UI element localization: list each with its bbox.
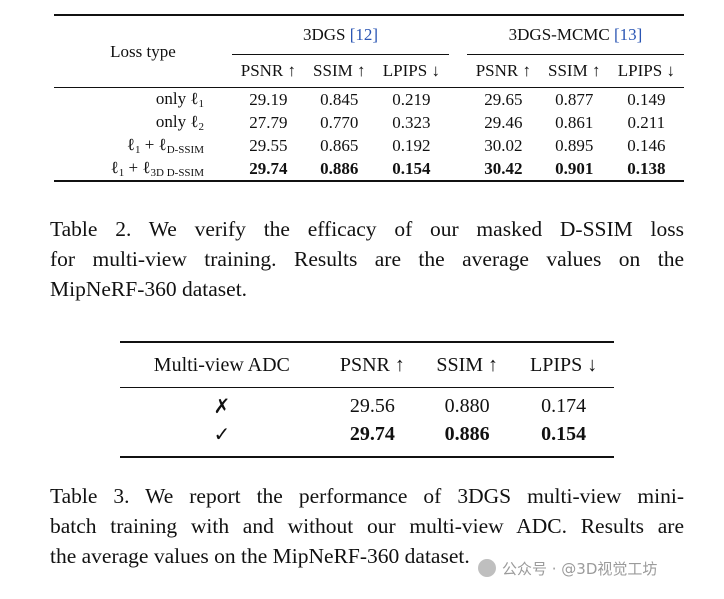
metric-header: LPIPS ↓ <box>382 61 440 80</box>
table-2-caption: Table 2. We verify the efficacy of our m… <box>50 217 684 301</box>
cell-best: 29.74 <box>249 158 288 178</box>
cell-best: 0.154 <box>392 158 431 178</box>
table-3: Multi-view ADC PSNR ↑ SSIM ↑ LPIPS ↓ ✗ 2… <box>120 341 614 458</box>
cell-best: 0.138 <box>627 158 666 178</box>
group-header-3dgs: 3DGS [12] <box>232 15 449 55</box>
cell: 0.146 <box>627 135 666 155</box>
group-name: 3DGS-MCMC <box>508 25 610 44</box>
cell: 27.79 <box>249 112 288 132</box>
cell-best: 0.154 <box>541 422 587 445</box>
group-header-3dgs-mcmc: 3DGS-MCMC [13] <box>466 15 684 55</box>
metric-header: SSIM ↑ <box>436 353 499 376</box>
cell-best: 0.886 <box>444 422 490 445</box>
cell: 0.877 <box>555 89 594 109</box>
cell: 29.46 <box>484 112 523 132</box>
cell: 0.192 <box>392 135 431 155</box>
metric-header: PSNR ↑ <box>240 61 297 80</box>
cell: 30.02 <box>484 135 523 155</box>
cell: 0.861 <box>555 112 594 132</box>
cell-best: 0.901 <box>555 158 594 178</box>
cell: 29.55 <box>249 135 288 155</box>
cell-best: 0.886 <box>320 158 359 178</box>
watermark: 公众号 · @3D视觉工坊 <box>478 558 657 579</box>
cell: 0.211 <box>627 112 666 132</box>
citation-link[interactable]: [13] <box>614 25 643 44</box>
cell: 29.65 <box>484 89 523 109</box>
loss-label: ℓ1 + ℓ3D D-SSIM <box>110 158 204 179</box>
loss-type-header: Loss type <box>110 41 176 61</box>
metric-header: PSNR ↑ <box>475 61 531 80</box>
metric-header: SSIM ↑ <box>313 61 366 80</box>
table-row: ✗ 29.56 0.880 0.174 <box>120 388 614 421</box>
table-2: Loss type 3DGS [12] 3DGS-MCMC [13] PSNR … <box>54 14 684 182</box>
cell: 0.219 <box>392 89 431 109</box>
metric-header: LPIPS ↓ <box>617 61 675 80</box>
loss-label: ℓ1 + ℓD-SSIM <box>126 135 204 156</box>
cell: 0.880 <box>444 394 490 417</box>
cell: 29.19 <box>249 89 288 109</box>
table-row: only ℓ2 27.79 0.770 0.323 29.46 0.861 0.… <box>54 111 684 134</box>
check-mark: ✓ <box>213 423 231 446</box>
table-row: ℓ1 + ℓD-SSIM 29.55 0.865 0.192 30.02 0.8… <box>54 134 684 157</box>
metric-header: LPIPS ↓ <box>530 353 598 376</box>
cell: 0.770 <box>320 112 359 132</box>
loss-label: only ℓ2 <box>155 112 204 133</box>
cell: 0.323 <box>392 112 431 132</box>
cell: 0.845 <box>320 89 359 109</box>
table-3-caption: Table 3. We report the performance of 3D… <box>50 484 684 568</box>
adc-header: Multi-view ADC <box>153 353 290 376</box>
table-row: only ℓ1 29.19 0.845 0.219 29.65 0.877 0.… <box>54 87 684 112</box>
cell: 0.895 <box>555 135 594 155</box>
cell-best: 30.42 <box>484 158 523 178</box>
wechat-logo-icon <box>478 559 496 577</box>
loss-label: only ℓ1 <box>155 89 204 110</box>
table-row: ℓ1 + ℓ3D D-SSIM 29.74 0.886 0.154 30.42 … <box>54 157 684 181</box>
cell: 29.56 <box>349 394 395 417</box>
cell: 0.149 <box>627 89 666 109</box>
citation-link[interactable]: [12] <box>349 25 379 44</box>
group-name: 3DGS <box>302 25 346 44</box>
cross-mark: ✗ <box>213 395 231 418</box>
cell: 0.865 <box>320 135 359 155</box>
cell: 0.174 <box>541 394 587 417</box>
cell-best: 29.74 <box>349 422 395 445</box>
metric-header: PSNR ↑ <box>339 353 405 376</box>
table-row: ✓ 29.74 0.886 0.154 <box>120 420 614 457</box>
metric-header: SSIM ↑ <box>548 61 601 80</box>
